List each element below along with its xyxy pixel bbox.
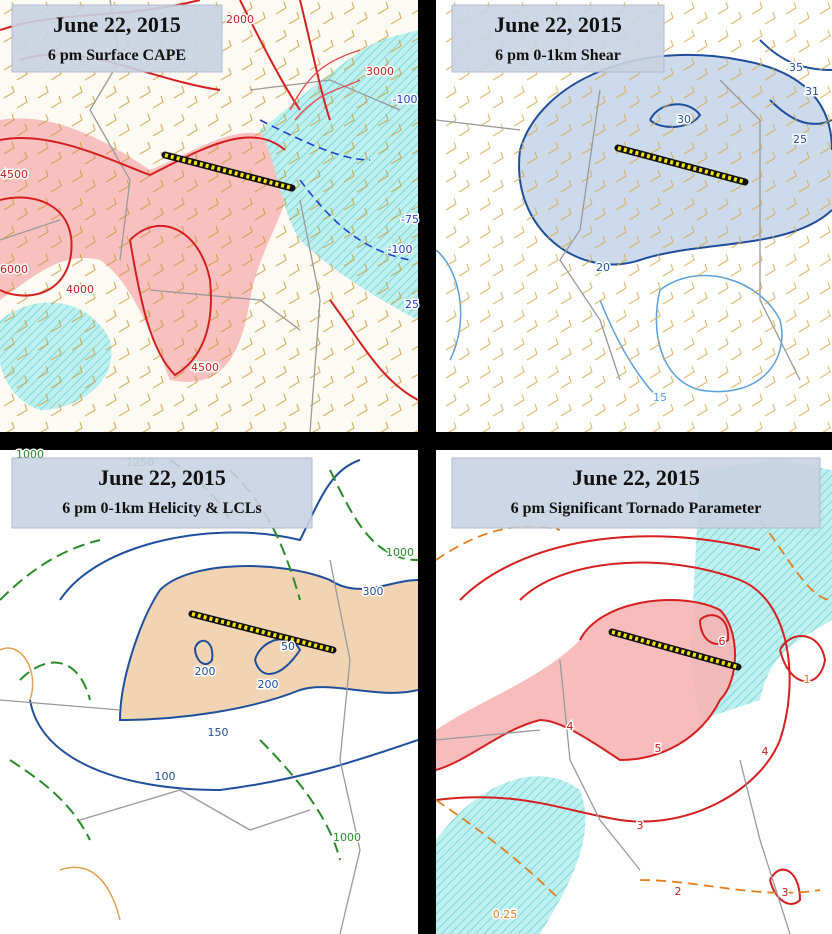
title-subtitle: 6 pm 0-1km Helicity & LCLs [62, 500, 262, 517]
contour-label: 3 [782, 886, 789, 899]
title-date: June 22, 2015 [494, 12, 622, 37]
contour-label: 25 [405, 298, 419, 311]
panel-stp [436, 450, 832, 934]
contour-label: -100 [393, 93, 418, 106]
contour-label: 1 [804, 673, 811, 686]
title-subtitle: 6 pm Significant Tornado Parameter [511, 500, 762, 517]
contour-label: 1000 [333, 831, 361, 844]
contour-label: 2 [675, 885, 682, 898]
contour-label: 4500 [191, 361, 219, 374]
contour-label: 5 [655, 742, 662, 755]
contour-label: 4 [762, 745, 769, 758]
title-subtitle: 6 pm 0-1km Shear [495, 47, 621, 64]
title-subtitle: 6 pm Surface CAPE [48, 47, 186, 64]
contour-label: 0.25 [493, 908, 518, 921]
contour-label: 150 [208, 726, 229, 739]
contour-label: 200 [258, 678, 279, 691]
contour-label: 300 [363, 585, 384, 598]
title-box [451, 4, 665, 73]
title-box [451, 457, 821, 529]
contour-label: 200 [195, 665, 216, 678]
contour-label: 31 [805, 85, 819, 98]
contour-label: 4 [567, 720, 574, 733]
contour-label: 30 [677, 113, 691, 126]
contour-label: 35 [789, 61, 803, 74]
contour-label: 3000 [366, 65, 394, 78]
contour-label: 100 [155, 770, 176, 783]
contour-label: 2000 [226, 13, 254, 26]
title-box [11, 457, 313, 529]
contour-label: 6 [719, 635, 726, 648]
contour-label: 15 [653, 391, 667, 404]
contour-label: 3 [637, 819, 644, 832]
contour-label: 4500 [0, 168, 28, 181]
contour-label: -75 [401, 213, 419, 226]
title-date: June 22, 2015 [572, 465, 700, 490]
contour-label: -100 [388, 243, 413, 256]
title-date: June 22, 2015 [53, 12, 181, 37]
contour-label: 50 [281, 640, 295, 653]
contour-label: 6000 [0, 263, 28, 276]
contour-label: 1000 [386, 546, 414, 559]
panel-helicity [0, 450, 418, 934]
title-date: June 22, 2015 [98, 465, 226, 490]
contour-label: 20 [596, 261, 610, 274]
contour-label: 4000 [66, 283, 94, 296]
title-box [11, 4, 223, 73]
contour-label: 25 [793, 133, 807, 146]
titles: June 22, 2015 6 pm Surface CAPE June 22, 2… [11, 4, 821, 529]
